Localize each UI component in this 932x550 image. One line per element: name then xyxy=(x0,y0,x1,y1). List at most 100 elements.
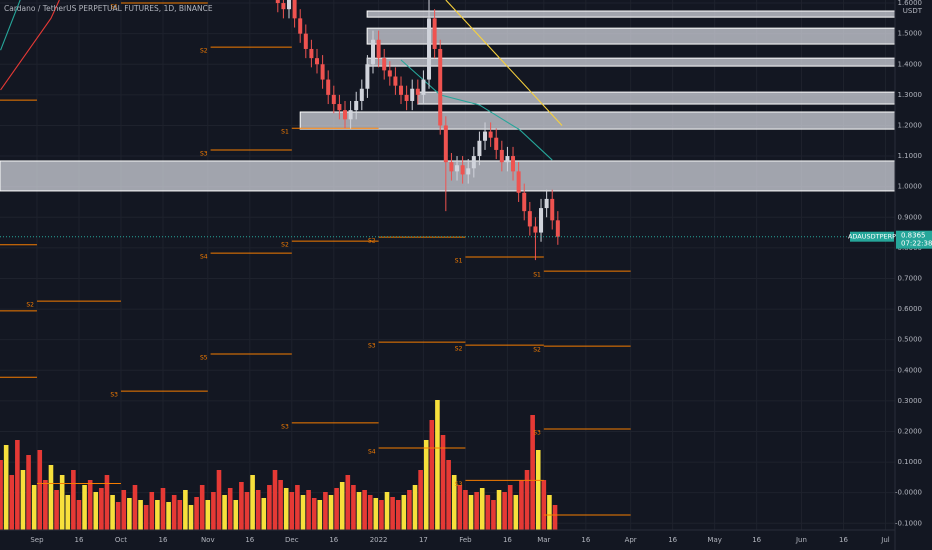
volume-bar xyxy=(194,497,199,530)
y-tick-label: 0.6000 xyxy=(898,305,923,313)
candle-body xyxy=(443,125,448,163)
volume-bar xyxy=(233,500,239,530)
y-tick-label: 0.7000 xyxy=(898,274,923,282)
volume-bar xyxy=(87,480,93,530)
candle-body xyxy=(477,140,482,157)
volume-bar xyxy=(401,495,407,530)
volume-bar xyxy=(306,490,311,530)
volume-bar xyxy=(468,495,474,530)
candle-body xyxy=(466,168,471,175)
x-tick-label: Jul xyxy=(880,536,890,544)
volume-bar xyxy=(451,475,457,530)
x-tick-label: 16 xyxy=(581,536,590,544)
volume-bar xyxy=(418,470,423,530)
zone xyxy=(0,160,895,192)
volume-bar xyxy=(82,485,87,530)
pivot-label: S1 xyxy=(281,129,289,136)
x-tick-label: Oct xyxy=(115,536,127,544)
volume-bar xyxy=(323,492,328,530)
volume-bar xyxy=(211,492,216,530)
candle-body xyxy=(275,0,280,4)
candle-body xyxy=(438,48,443,126)
candle-body xyxy=(449,162,454,172)
volume-bar xyxy=(54,490,59,530)
plot-area: S1 S2 S3 S4 S5 S2 S3 S1 S2 S3 S4 S2 S3 S1 S2 S3 S1 S2 S3 xyxy=(0,0,895,530)
volume-bar xyxy=(379,500,384,530)
candle-body xyxy=(527,211,532,227)
volume-bar xyxy=(541,480,547,530)
volume-bar xyxy=(48,465,54,530)
candle-body xyxy=(410,88,415,101)
volume-bar xyxy=(239,482,244,530)
volume-bar xyxy=(115,502,121,530)
indicator-line xyxy=(0,0,553,161)
volume-bar xyxy=(261,498,267,530)
candle-body xyxy=(499,149,504,163)
y-tick-label: 0.1000 xyxy=(898,458,923,466)
volume-bar xyxy=(390,497,395,530)
volume-bar xyxy=(295,485,300,530)
x-tick-label: 16 xyxy=(329,536,338,544)
volume-bar xyxy=(171,495,177,530)
candle-body xyxy=(331,94,336,105)
candle-body xyxy=(539,208,544,233)
candle-body xyxy=(505,156,510,163)
candle-body xyxy=(399,85,404,95)
volume-bar xyxy=(227,488,233,530)
volume-bar xyxy=(104,475,110,530)
candle-body xyxy=(337,104,342,111)
volume-bar xyxy=(479,488,485,530)
volume-bar xyxy=(334,488,339,530)
candle-body xyxy=(555,220,560,237)
volume-bar xyxy=(283,488,289,530)
volume-bar xyxy=(339,482,345,530)
volume-bar xyxy=(429,420,435,530)
pivot-label: S1 xyxy=(533,272,541,279)
y-unit: USDT xyxy=(903,7,923,15)
y-tick-label: 1.1000 xyxy=(898,152,923,160)
zone xyxy=(366,57,895,67)
pivot-label: S2 xyxy=(533,347,541,354)
y-tick-label: 1.0000 xyxy=(898,183,923,191)
volume-bar xyxy=(160,488,166,530)
candle-body xyxy=(471,156,476,169)
volume-bar xyxy=(547,495,552,530)
y-tick-label: 1.2000 xyxy=(898,121,923,129)
volume-bar xyxy=(222,495,227,530)
volume-bar xyxy=(407,490,412,530)
candle-body xyxy=(387,70,392,77)
pivot-label: S1 xyxy=(110,4,118,11)
candle-body xyxy=(460,165,465,175)
y-tick-label: 0.3000 xyxy=(898,397,923,405)
x-tick-label: Apr xyxy=(625,536,637,544)
volume-bar xyxy=(446,460,451,530)
pivot-label: S3 xyxy=(200,150,208,157)
x-tick-label: Jun xyxy=(795,536,807,544)
volume-bar xyxy=(351,485,356,530)
volume-bar xyxy=(37,450,43,530)
volume-bar xyxy=(272,470,278,530)
pivot-label: S2 xyxy=(26,302,34,309)
x-tick-label: Sep xyxy=(30,536,44,544)
volume-bar xyxy=(76,500,82,530)
volume-bar xyxy=(199,485,205,530)
candle-body xyxy=(359,88,364,101)
pivot-label: S4 xyxy=(200,254,208,261)
candle-body xyxy=(286,0,291,10)
candle-body xyxy=(382,58,387,71)
candle-body xyxy=(516,171,521,193)
pivot-label: S2 xyxy=(200,48,208,55)
candle-body xyxy=(303,33,308,49)
volume-bar xyxy=(149,492,155,530)
volume-bar xyxy=(373,498,379,530)
volume-bar xyxy=(138,500,143,530)
volume-bar xyxy=(31,485,37,530)
y-tick-label: -0.0000 xyxy=(895,489,922,497)
candle-body xyxy=(550,198,555,221)
x-tick-label: Nov xyxy=(201,536,215,544)
volume-bar xyxy=(496,490,502,530)
candle-body xyxy=(315,58,320,65)
volume-bar xyxy=(423,440,429,530)
pivot-label: S3 xyxy=(281,423,289,430)
